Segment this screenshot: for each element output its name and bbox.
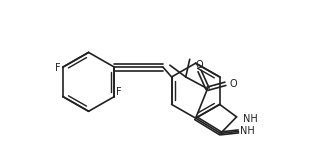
Text: F: F	[55, 63, 61, 73]
Text: NH: NH	[240, 126, 255, 136]
Text: NH: NH	[243, 114, 257, 124]
Text: F: F	[116, 87, 122, 97]
Text: O: O	[229, 79, 237, 89]
Text: O: O	[196, 60, 203, 70]
